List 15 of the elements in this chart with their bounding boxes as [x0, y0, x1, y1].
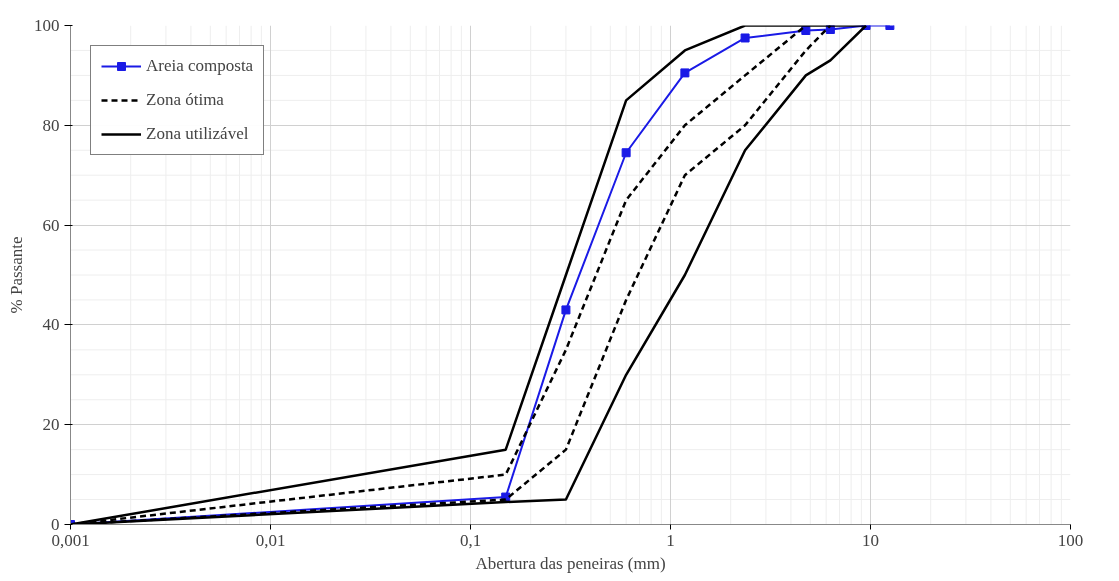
- y-tick-label: 20: [42, 415, 60, 435]
- x-tick-label: 100: [1057, 530, 1084, 550]
- x-axis-title: Abertura das peneiras (mm): [475, 553, 666, 573]
- legend-label: Zona ótima: [146, 90, 224, 110]
- x-tick-label: 0,1: [459, 530, 482, 550]
- x-tick-label: 0,01: [255, 530, 286, 550]
- y-tick-label: 100: [34, 16, 60, 35]
- x-tick-label: 10: [862, 530, 879, 550]
- legend-label: Areia composta: [146, 56, 254, 76]
- y-tick-label: 40: [42, 315, 60, 335]
- legend-label: Zona utilizável: [146, 124, 249, 144]
- y-axis-title: % Passante: [7, 236, 26, 314]
- y-tick-label: 80: [42, 115, 60, 135]
- y-tick-label: 60: [42, 215, 60, 235]
- x-tick-label: 1: [666, 530, 675, 550]
